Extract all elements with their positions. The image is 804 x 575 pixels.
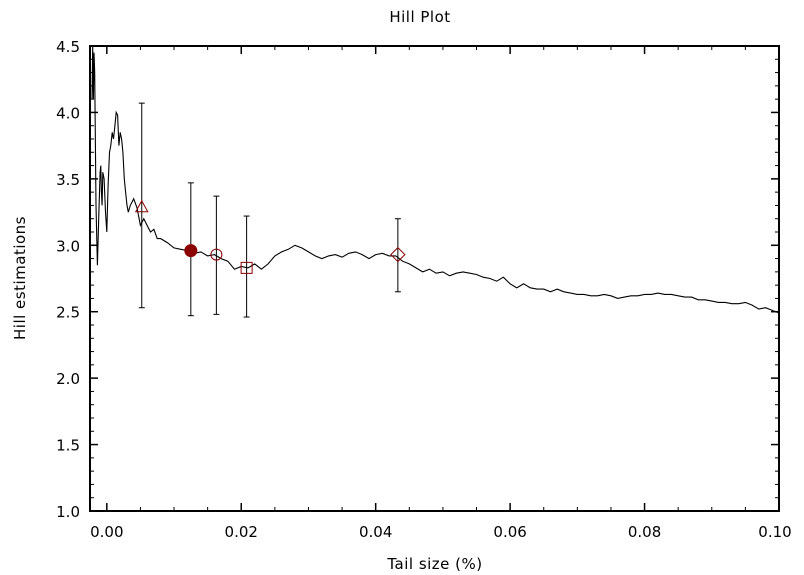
series-layer xyxy=(91,45,780,314)
y-tick-label: 2.0 xyxy=(56,370,80,388)
x-axis-label: Tail size (%) xyxy=(386,555,482,573)
marker-triangle xyxy=(134,199,149,213)
y-tick-label: 3.5 xyxy=(56,171,80,189)
chart-title: Hill Plot xyxy=(389,8,450,26)
errorbar-3 xyxy=(243,215,250,318)
y-axis-label: Hill estimations xyxy=(11,216,29,340)
x-tick-label: 0.04 xyxy=(359,523,392,541)
marker-filled-circle xyxy=(184,244,198,258)
errorbar-layer xyxy=(138,102,401,318)
errorbar-2 xyxy=(213,195,220,315)
y-tick-label: 4.0 xyxy=(56,104,80,122)
marker-square xyxy=(240,261,253,274)
y-tick-label: 2.5 xyxy=(56,304,80,322)
plot-frame xyxy=(89,45,780,512)
x-tick-label: 0.10 xyxy=(758,523,791,541)
x-tick-label: 0.00 xyxy=(90,523,123,541)
y-tick-label: 4.5 xyxy=(56,38,80,56)
x-tick-label: 0.02 xyxy=(225,523,258,541)
marker-circle xyxy=(210,248,223,261)
y-tick-label: 1.5 xyxy=(56,437,80,455)
y-tick-label: 1.0 xyxy=(56,503,80,521)
marker-diamond xyxy=(390,246,406,263)
axes-layer: 0.00 0.02 0.04 0.06 0.08 0.10 1.0 1.5 2.0 2.5 3.0 3… xyxy=(56,38,792,541)
series-line-0 xyxy=(91,45,780,314)
errorbar-0 xyxy=(138,102,145,309)
x-tick-label: 0.08 xyxy=(628,523,661,541)
marker-layer xyxy=(134,199,406,274)
y-tick-label: 3.0 xyxy=(56,237,80,255)
x-tick-label: 0.06 xyxy=(493,523,526,541)
errorbar-4 xyxy=(394,218,401,293)
